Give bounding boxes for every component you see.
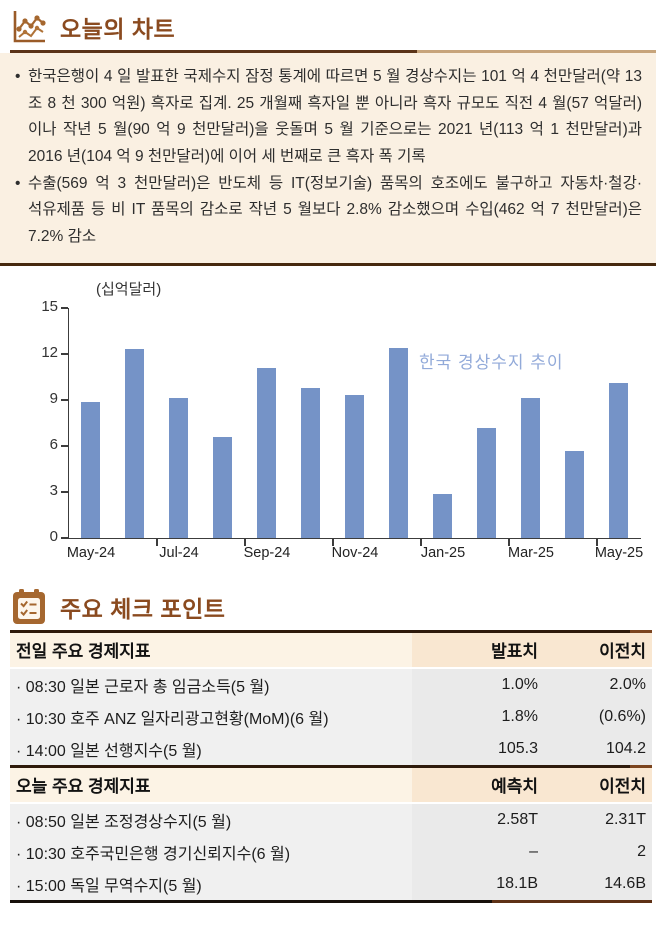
indicator-value: 14.6B [544,867,652,900]
bullet-marker: • [15,174,21,192]
x-axis-tick-label: Jul-24 [159,544,199,561]
table-row: · 10:30 호주 ANZ 일자리광고현황(MoM)(6 월) 1.8% (0.6… [10,700,652,733]
summary-bullet-1: • 한국은행이 4 일 발표한 국제수지 잠정 통계에 따르면 5 월 경상수지… [14,64,642,171]
table-divider [10,629,652,633]
table-divider [10,899,652,903]
y-axis-tick [61,399,68,401]
bar-Dec-24 [389,347,408,538]
x-axis-tick-label: Jan-25 [420,544,466,561]
chart-section-header: 오늘의 차트 [10,0,656,46]
bullet-marker: • [15,68,21,85]
chart-section-underline [10,50,656,53]
x-axis-tick-label: May-24 [66,544,116,561]
indicator-value: 105.3 [412,732,544,765]
table-title: 오늘 주요 경제지표 [10,767,412,802]
bar-Sep-24 [257,367,276,538]
x-axis-tick-label: Sep-24 [243,544,291,561]
table-row: · 08:30 일본 근로자 총 임금소득(5 월) 1.0% 2.0% [10,668,652,701]
x-axis-tick-label: Mar-25 [508,544,554,561]
y-axis-tick [61,445,68,447]
bar-Oct-24 [301,387,320,538]
indicator-value: 2 [544,835,652,868]
check-section-title: 주요 체크 포인트 [60,595,226,622]
table-row: · 08:50 일본 조정경상수지(5 월) 2.58T 2.31T [10,803,652,836]
table-row: · 15:00 독일 무역수지(5 월) 18.1B 14.6B [10,867,652,900]
economic-tables: 전일 주요 경제지표 발표치 이전치 · 08:30 일본 근로자 총 임금소득(5 … [10,629,652,903]
y-axis-tick-label: 15 [41,297,58,315]
bar-Jul-24 [169,397,188,538]
line-chart-icon [10,8,48,46]
x-axis-tick [156,538,158,546]
table-header-row: 전일 주요 경제지표 발표치 이전치 [10,632,652,669]
summary-list: • 한국은행이 4 일 발표한 국제수지 잠정 통계에 따르면 5 월 경상수지… [14,64,642,251]
x-axis-tick [332,538,334,546]
current-account-chart: (십억달러) 한국 경상수지 추이 May-24 Jul-24 Sep-24 Nov-… [0,278,656,574]
indicator-value: – [412,835,544,868]
y-axis-tick [61,307,68,309]
table-divider [10,764,652,768]
bar-Mar-25 [521,397,540,538]
bar-May-25 [609,382,628,538]
bar-Jun-24 [125,348,144,538]
indicator-value: 104.2 [544,732,652,765]
y-axis-tick-label: 0 [49,527,58,545]
x-axis-tick-label: May-25 [594,544,644,561]
indicator-label: · 10:30 호주 ANZ 일자리광고현황(MoM)(6 월) [10,700,412,733]
summary-bullet-2: • 수출(569 억 3 천만달러)은 반도체 등 IT(정보기술) 품목의 호… [14,171,642,251]
bar-Feb-25 [477,427,496,538]
table-row: · 14:00 일본 선행지수(5 월) 105.3 104.2 [10,732,652,765]
checklist-clipboard-icon [10,588,48,626]
y-axis-tick [61,491,68,493]
bar-Aug-24 [213,436,232,538]
summary-box: • 한국은행이 4 일 발표한 국제수지 잠정 통계에 따르면 5 월 경상수지… [0,53,656,266]
check-section-header: 주요 체크 포인트 [10,574,656,626]
column-header: 예측치 [412,767,544,802]
y-axis-tick-label: 6 [49,435,58,453]
indicator-label: · 08:30 일본 근로자 총 임금소득(5 월) [10,668,412,701]
y-axis-tick-label: 9 [49,389,58,407]
indicator-value: 2.31T [544,803,652,836]
y-axis-tick-label: 12 [41,343,58,361]
x-axis-tick [596,538,598,546]
table-header-row: 오늘 주요 경제지표 예측치 이전치 [10,767,652,804]
bar-May-24 [81,401,100,538]
column-header: 이전치 [544,632,652,667]
indicator-value: 18.1B [412,867,544,900]
indicator-label: · 15:00 독일 무역수지(5 월) [10,867,412,900]
y-axis-tick-label: 3 [49,481,58,499]
x-axis-tick [420,538,422,546]
table-row: · 10:30 호주국민은행 경기신뢰지수(6 월) –2 [10,835,652,868]
indicator-value: 1.8% [412,700,544,733]
summary-text-1: 한국은행이 4 일 발표한 국제수지 잠정 통계에 따르면 5 월 경상수지는 … [28,68,642,165]
table-title: 전일 주요 경제지표 [10,632,412,667]
y-axis-tick [61,537,68,539]
chart-section-title: 오늘의 차트 [60,16,176,42]
chart-plot: 한국 경상수지 추이 May-24 Jul-24 Sep-24 Nov-24 Jan-2… [61,307,643,561]
bar-Jan-25 [433,493,452,538]
indicator-label: · 08:50 일본 조정경상수지(5 월) [10,803,412,836]
chart-series-label: 한국 경상수지 추이 [419,352,564,372]
indicator-value: 2.0% [544,668,652,701]
indicator-value: (0.6%) [544,700,652,733]
column-header: 이전치 [544,767,652,802]
bar-Nov-24 [345,394,364,538]
x-axis-tick [508,538,510,546]
indicator-value: 2.58T [412,803,544,836]
indicator-label: · 10:30 호주국민은행 경기신뢰지수(6 월) [10,835,412,868]
y-axis-tick [61,353,68,355]
chart-unit-label: (십억달러) [96,280,162,298]
column-header: 발표치 [412,632,544,667]
x-axis-tick-label: Nov-24 [331,544,379,561]
x-axis-tick [244,538,246,546]
indicator-label: · 14:00 일본 선행지수(5 월) [10,732,412,765]
indicator-value: 1.0% [412,668,544,701]
summary-text-2: 수출(569 억 3 천만달러)은 반도체 등 IT(정보기술) 품목의 호조에… [28,174,642,245]
bar-Apr-25 [565,450,584,538]
